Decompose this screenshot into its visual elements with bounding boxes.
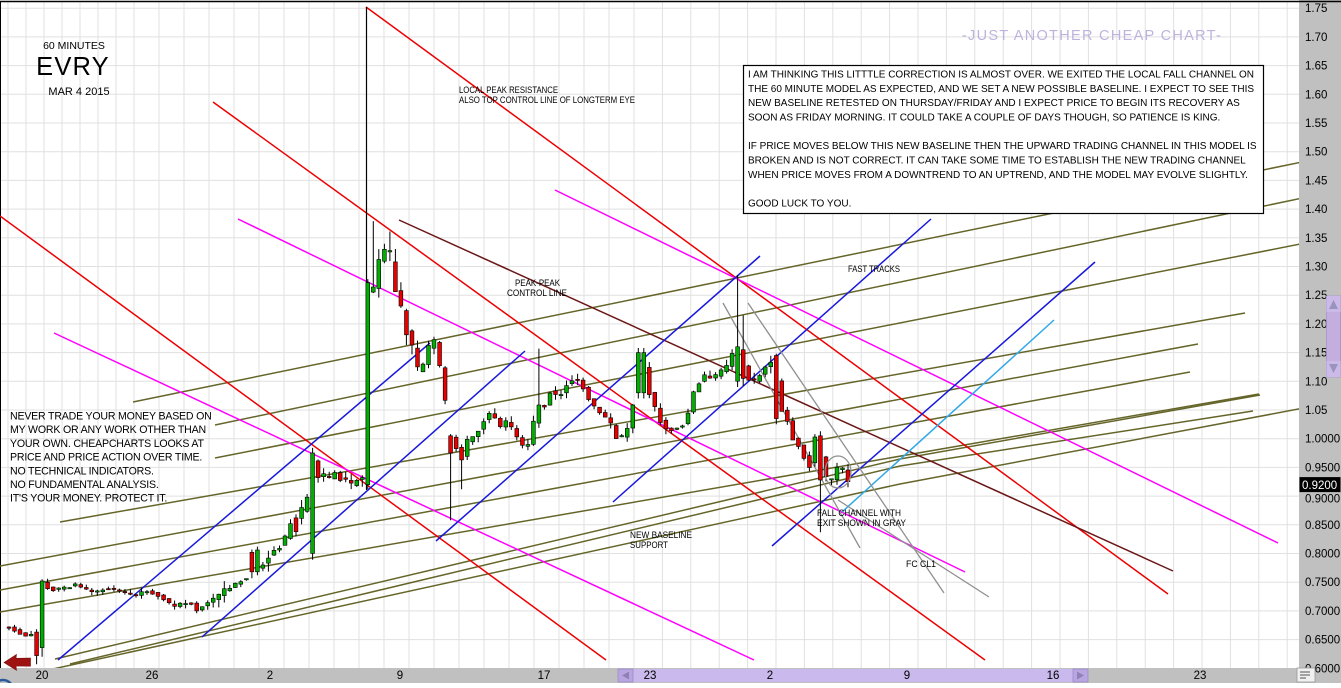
svg-text:1.0000: 1.0000 (1305, 434, 1340, 446)
svg-text:20: 20 (36, 670, 49, 682)
svg-text:23: 23 (644, 670, 657, 682)
svg-text:1.20: 1.20 (1305, 319, 1327, 331)
svg-text:0.7500: 0.7500 (1305, 577, 1340, 589)
svg-text:ALSO TOP CONTROL LINE OF LONGT: ALSO TOP CONTROL LINE OF LONGTERM EYE (459, 95, 635, 106)
svg-text:FC CL1: FC CL1 (906, 559, 936, 570)
svg-text:SUPPORT: SUPPORT (630, 540, 668, 551)
svg-text:WHEN PRICE MOVES FROM A DOWNTR: WHEN PRICE MOVES FROM A DOWNTREND TO AN … (748, 170, 1248, 181)
svg-text:1.65: 1.65 (1305, 61, 1327, 73)
svg-text:I AM THINKING THIS LITTTLE COR: I AM THINKING THIS LITTTLE CORRECTION IS… (748, 70, 1254, 81)
svg-text:LOCAL PEAK RESISTANCE: LOCAL PEAK RESISTANCE (459, 85, 558, 96)
svg-text:FAST TRACKS: FAST TRACKS (848, 264, 900, 275)
svg-text:26: 26 (146, 670, 159, 682)
svg-text:NEW BASELINE: NEW BASELINE (630, 530, 692, 541)
svg-text:1.15: 1.15 (1305, 348, 1327, 360)
svg-text:BROKEN AND IS NOT CORRECT. IT: BROKEN AND IS NOT CORRECT. IT CAN TAKE S… (748, 156, 1246, 167)
svg-text:0.7000: 0.7000 (1305, 606, 1340, 618)
svg-text:9: 9 (904, 670, 910, 682)
svg-text:0.6500: 0.6500 (1305, 635, 1340, 647)
svg-text:23: 23 (1194, 670, 1207, 682)
svg-text:0.9000: 0.9000 (1305, 494, 1340, 506)
svg-text:1.25: 1.25 (1305, 290, 1327, 302)
svg-text:1.35: 1.35 (1305, 233, 1327, 245)
svg-text:1.50: 1.50 (1305, 147, 1327, 159)
svg-text:SOON AS FRIDAY MORNING. IT COU: SOON AS FRIDAY MORNING. IT COULD TAKE A … (748, 113, 1220, 124)
svg-text:9: 9 (397, 670, 403, 682)
svg-text:FALL CHANNEL WITH: FALL CHANNEL WITH (817, 508, 901, 519)
svg-text:PEAK-PEAK: PEAK-PEAK (515, 278, 561, 289)
svg-text:IT'S YOUR MONEY. PROTECT IT.: IT'S YOUR MONEY. PROTECT IT. (10, 493, 167, 505)
svg-text:NEW BASELINE RETESTED ON THURS: NEW BASELINE RETESTED ON THURSDAY/FRIDAY… (748, 98, 1240, 109)
svg-text:NO FUNDAMENTAL ANALYSIS.: NO FUNDAMENTAL ANALYSIS. (10, 479, 159, 491)
svg-text:1.55: 1.55 (1305, 118, 1327, 130)
svg-text:IF PRICE MOVES BELOW THIS NEW: IF PRICE MOVES BELOW THIS NEW BASELINE T… (748, 141, 1257, 152)
svg-text:1.40: 1.40 (1305, 204, 1327, 216)
svg-text:NO TECHNICAL INDICATORS.: NO TECHNICAL INDICATORS. (10, 465, 154, 477)
svg-text:NEVER TRADE YOUR MONEY BASED O: NEVER TRADE YOUR MONEY BASED ON (10, 411, 212, 423)
svg-text:0.9500: 0.9500 (1305, 462, 1340, 474)
svg-text:1.75: 1.75 (1305, 3, 1327, 15)
svg-text:CONTROL LINE: CONTROL LINE (507, 288, 567, 299)
svg-text:2: 2 (267, 670, 273, 682)
svg-text:1.30: 1.30 (1305, 262, 1327, 274)
svg-text:1.60: 1.60 (1305, 89, 1327, 101)
svg-text:0.8500: 0.8500 (1305, 520, 1340, 532)
svg-text:1.70: 1.70 (1305, 32, 1327, 44)
svg-text:1.45: 1.45 (1305, 175, 1327, 187)
svg-text:16: 16 (1047, 670, 1060, 682)
svg-text:17: 17 (538, 670, 551, 682)
svg-text:THE 60 MINUTE MODEL AS EXPECTE: THE 60 MINUTE MODEL AS EXPECTED, AND WE … (748, 84, 1254, 95)
svg-text:EVRY: EVRY (36, 53, 110, 81)
svg-text:MAR 4 2015: MAR 4 2015 (48, 86, 109, 98)
svg-text:YOUR OWN. CHEAPCHARTS LOOKS AT: YOUR OWN. CHEAPCHARTS LOOKS AT (10, 438, 204, 450)
svg-text:2: 2 (767, 670, 773, 682)
svg-text:-JUST ANOTHER CHEAP CHART-: -JUST ANOTHER CHEAP CHART- (962, 28, 1222, 44)
svg-text:1.05: 1.05 (1305, 405, 1327, 417)
svg-text:GOOD LUCK TO YOU.: GOOD LUCK TO YOU. (748, 199, 851, 210)
svg-text:0.9200: 0.9200 (1302, 480, 1337, 492)
svg-text:PRICE AND PRICE ACTION OVER TI: PRICE AND PRICE ACTION OVER TIME. (10, 452, 202, 464)
svg-text:0.8000: 0.8000 (1305, 549, 1340, 561)
svg-text:EXIT SHOWN IN GRAY: EXIT SHOWN IN GRAY (817, 518, 907, 529)
svg-text:MY WORK OR ANY WORK OTHER THAN: MY WORK OR ANY WORK OTHER THAN (10, 424, 206, 436)
svg-text:1.10: 1.10 (1305, 376, 1327, 388)
svg-text:60 MINUTES: 60 MINUTES (43, 40, 105, 52)
